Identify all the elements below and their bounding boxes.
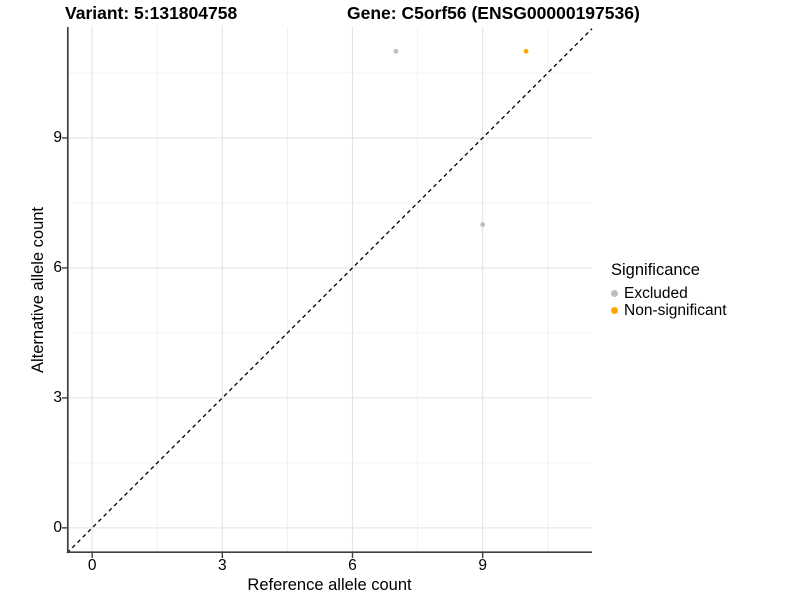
y-tick-label: 6 — [53, 258, 62, 276]
y-tick-label: 9 — [53, 128, 62, 146]
scatter-plot-svg — [62, 27, 593, 558]
legend-title: Significance — [611, 261, 700, 279]
legend-item-excluded: Excluded — [611, 285, 727, 302]
variant-title: Variant: 5:131804758 — [65, 3, 238, 23]
legend: Significance Excluded Non-significant — [611, 261, 727, 319]
x-tick-label: 6 — [348, 557, 357, 574]
non-significant-dot-icon — [611, 307, 618, 314]
data-point-non-significant — [523, 48, 529, 54]
x-tick-label: 0 — [87, 557, 97, 574]
x-tick-label: 3 — [218, 557, 227, 574]
data-point-excluded — [480, 222, 486, 227]
identity-line — [66, 28, 593, 554]
plot-panel — [62, 27, 593, 558]
x-axis-title: Reference allele count — [247, 576, 412, 594]
legend-item-label: Non-significant — [624, 301, 727, 319]
legend-item-label: Excluded — [624, 284, 688, 302]
y-tick-label: 0 — [53, 518, 62, 536]
excluded-dot-icon — [611, 290, 618, 297]
x-tick-label: 9 — [478, 557, 487, 574]
y-tick-label: 3 — [53, 388, 62, 406]
legend-item-non-significant: Non-significant — [611, 302, 727, 319]
data-point-excluded — [393, 48, 399, 54]
gene-title: Gene: C5orf56 (ENSG00000197536) — [347, 3, 640, 23]
